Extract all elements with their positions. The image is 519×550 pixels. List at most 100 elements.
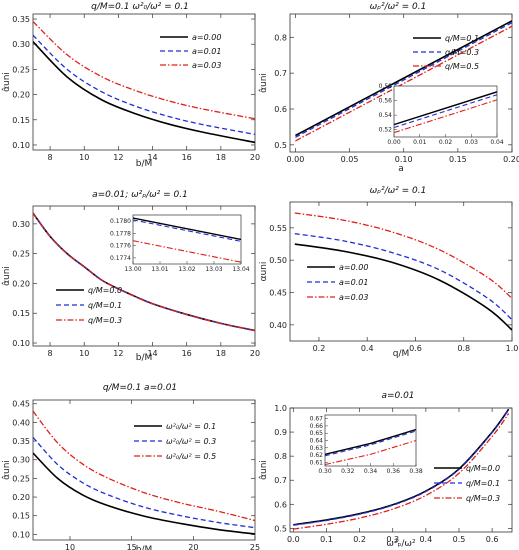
y-tick-label: 0.35 [12,15,30,24]
x-tick-label: 12 [113,153,123,162]
chart-panel-5: 10 15 20 25 0.10 0.15 0.20 0.25 0.30 0.35 0.40 0.45… [1,383,260,550]
x-tick-label: 0.2 [353,535,366,544]
inset-y-tick-label: 0.1780 [110,218,131,225]
inset-series-line [325,439,416,466]
inset-y-tick-label: 0.1774 [110,255,131,262]
y-tick-label: 0.8 [274,452,287,461]
x-tick-label: 0.6 [409,344,422,353]
y-axis-label: α̂uni [1,266,12,286]
inset-y-tick-label: 0.54 [379,112,393,119]
x-tick-label: 0.10 [395,155,413,164]
inset-y-tick-label: 0.67 [310,416,324,423]
inset-series-line [394,94,497,129]
inset-plot: 13.00 13.01 13.02 13.03 13.04 0.1774 0.1776 0.1… [110,214,250,273]
plot-frame [289,407,513,533]
series-line-a-0-00 [294,243,512,331]
inset-x-tick-label: 13.04 [232,266,249,273]
y-tick-label: 1.0 [274,404,287,413]
x-tick-label: 16 [182,153,192,162]
inset-x-tick-label: 0.00 [387,139,401,146]
x-tick-label: 0.2 [313,344,326,353]
x-tick-label: 0.00 [287,155,305,164]
y-tick-label: 0.10 [12,530,30,539]
legend: a=0.00 a=0.01 a=0.03 [307,263,368,302]
x-axis-label: b/M [136,353,153,363]
series-line--0-1 [33,452,255,535]
inset-x-tick-label: 0.36 [387,468,401,475]
inset-x-tick-label: 0.04 [490,139,504,146]
plot-frame [32,399,256,541]
inset-y-tick-label: 0.56 [379,98,393,105]
inset-x-tick-label: 0.03 [465,139,479,146]
y-tick-label: 0.9 [274,428,287,437]
x-axis-label: b/M [136,545,153,550]
legend-entry: ω²₀/ω² = 0.3 [166,437,216,446]
y-tick-label: 0.15 [12,512,30,521]
y-tick-label: 0.50 [269,256,287,265]
legend-entry: a=0.00 [192,33,221,42]
series-line-a-0-00 [33,41,255,144]
inset-y-tick-label: 0.61 [310,459,324,466]
legend-entry: q/M=0.0 [88,286,122,295]
chart-title: ωₚ²/ω² = 0.1 [370,2,427,12]
inset-x-tick-label: 0.30 [318,468,332,475]
y-axis-label: α̂uni [1,460,12,480]
series-line-a-0-03 [294,212,512,299]
x-tick-label: 0.5 [453,535,466,544]
x-tick-label: 0.20 [503,155,519,164]
plot-frame [32,205,256,347]
x-axis-label: a [398,164,404,174]
series-line--0-3 [33,436,255,529]
inset-x-tick-label: 0.38 [409,468,423,475]
x-tick-label: 10 [79,349,89,358]
x-tick-label: 0.05 [341,155,359,164]
series-line--0-5 [33,410,255,522]
x-tick-label: 20 [250,349,260,358]
inset-y-tick-label: 0.64 [310,438,324,445]
y-tick-label: 0.40 [269,321,287,330]
legend-entry: a=0.01 [192,47,221,56]
inset-x-tick-label: 13.02 [178,266,195,273]
legend: ω²₀/ω² = 0.1 ω²₀/ω² = 0.3 ω²₀/ω² = 0.5 [134,422,216,461]
x-tick-label: 0.15 [449,155,467,164]
y-tick-label: 0.7 [274,69,287,78]
y-tick-label: 0.45 [12,400,30,409]
series-line-q-m-0-3 [293,413,510,530]
x-tick-label: 25 [250,543,260,550]
chart-title: q/M=0.1 ω²₀/ω² = 0.1 [91,2,189,12]
x-tick-label: 18 [216,153,226,162]
y-tick-label: 0.40 [12,418,30,427]
x-tick-label: 18 [216,349,226,358]
plot-frame [289,201,513,342]
x-tick-label: 16 [182,349,192,358]
x-axis-label: ω²ₚ/ω² [386,539,416,549]
legend-entry: a=0.03 [339,293,368,302]
inset-series-line [133,217,241,241]
y-tick-label: 0.5 [274,141,287,150]
inset-series-line [394,99,497,134]
y-tick-label: 0.8 [274,33,287,42]
x-tick-label: 14 [147,153,157,162]
inset-y-tick-label: 0.65 [310,430,324,437]
y-tick-label: 0.6 [274,500,287,509]
legend-entry: q/M=0.3 [445,48,479,57]
chart-panel-2: 0.00 0.05 0.10 0.15 0.20 0.5 0.6 0.7 0.8 ωₚ²/ω² =… [258,2,519,174]
x-tick-label: 0.4 [419,535,432,544]
inset-frame [132,214,242,265]
legend-entry: q/M=0.3 [88,316,122,325]
x-tick-label: 0.0 [287,535,300,544]
y-axis-label: α̂uni [258,73,269,93]
y-tick-label: 0.25 [12,65,30,74]
x-tick-label: 20 [188,543,198,550]
plot-frame [32,13,256,151]
inset-frame [393,85,498,138]
inset-y-tick-label: 0.1778 [110,230,131,237]
legend-entry: q/M=0.0 [466,464,500,473]
y-axis-label: α̂uni [258,460,269,480]
inset-series-line [133,240,241,263]
y-tick-label: 0.20 [12,493,30,502]
inset-y-tick-label: 0.66 [310,423,324,430]
legend: q/M=0.1 q/M=0.3 q/M=0.5 [413,34,479,71]
legend: a=0.00 a=0.01 a=0.03 [160,33,221,70]
